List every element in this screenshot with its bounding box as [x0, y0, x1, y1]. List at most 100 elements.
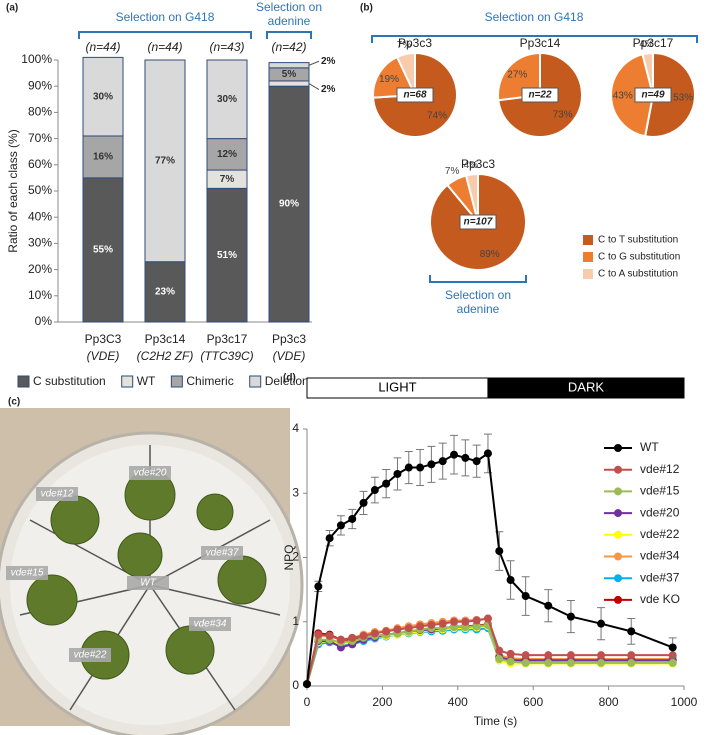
category-label: Pp3c17 — [207, 332, 248, 346]
legend-label: vde#37 — [640, 570, 680, 584]
data-point — [427, 460, 436, 469]
data-point — [472, 622, 481, 631]
pie-title: Pp3c17 — [633, 36, 674, 50]
data-point — [393, 625, 402, 634]
data-point — [404, 463, 413, 472]
legend-marker — [614, 465, 622, 474]
moss-colonies — [26, 469, 267, 680]
data-point — [438, 619, 447, 628]
photo-label-box — [6, 566, 48, 580]
y-tick-label: 1 — [292, 614, 299, 628]
category-note: (VDE) — [87, 349, 120, 363]
legend-swatch — [170, 375, 183, 388]
category-note: (C2H2 ZF) — [137, 349, 194, 363]
data-point — [303, 680, 311, 689]
group-label: Selection on G418 — [116, 10, 215, 24]
data-point — [566, 651, 575, 660]
value-label: 2% — [321, 84, 336, 95]
x-tick-label: 1000 — [671, 695, 698, 709]
y-tick-label: 20% — [28, 262, 52, 276]
data-point — [483, 614, 492, 623]
legend-swatch — [583, 235, 593, 245]
leader-line — [308, 83, 320, 91]
bracket — [78, 31, 252, 39]
panel-label: (a) — [6, 3, 18, 14]
y-tick-label: 40% — [28, 209, 52, 223]
y-tick-label: 0 — [292, 678, 299, 692]
legend-label: Chimeric — [186, 374, 233, 388]
legend-label: C substitution — [33, 374, 106, 388]
photo-label: vde#20 — [134, 468, 167, 479]
bar-segment — [82, 177, 124, 323]
x-tick-label: 200 — [372, 695, 392, 709]
value-label: 51% — [217, 250, 237, 261]
legend-marker — [614, 595, 622, 604]
n-label: n=22 — [528, 90, 552, 101]
phase-bar — [487, 377, 685, 399]
data-point — [495, 655, 504, 664]
legend-label: WT — [137, 374, 156, 388]
value-label: 73% — [553, 110, 573, 121]
n-label-box — [521, 87, 559, 103]
legend-swatch — [583, 252, 593, 262]
n-label-box — [634, 87, 672, 103]
value-label: 7% — [397, 40, 412, 51]
data-point — [314, 630, 323, 639]
x-tick-label: 800 — [599, 695, 619, 709]
value-label: 30% — [217, 94, 237, 105]
y-tick-label: 50% — [28, 183, 52, 197]
n-label: (n=43) — [209, 40, 244, 54]
value-label: 53% — [673, 92, 693, 103]
data-point — [336, 521, 345, 530]
value-label: 4% — [464, 160, 479, 171]
data-point — [427, 620, 436, 629]
category-label: Pp3C3 — [85, 332, 122, 346]
n-label: n=107 — [464, 217, 493, 228]
pie-slice — [641, 51, 654, 96]
y-tick-label: 0% — [35, 314, 53, 328]
data-point — [450, 617, 459, 626]
panel-label: (d) — [283, 373, 296, 384]
x-tick-label: 400 — [448, 695, 468, 709]
data-point — [472, 457, 481, 466]
photo-label: vde#22 — [74, 650, 107, 661]
bar-segment — [144, 59, 186, 263]
data-point — [461, 617, 470, 626]
bar-segment — [206, 187, 248, 323]
n-label-box — [396, 87, 434, 103]
data-point — [416, 622, 425, 631]
group-label: Selection on G418 — [485, 10, 584, 24]
value-label: 30% — [93, 91, 113, 102]
photo-label-box — [189, 617, 231, 631]
data-point — [348, 633, 357, 642]
data-point — [566, 658, 575, 667]
legend-label: Deletion — [265, 374, 309, 388]
photo-label: WT — [140, 578, 156, 589]
data-point — [382, 627, 391, 636]
y-axis-label: NPQ — [282, 544, 296, 570]
data-point — [314, 582, 323, 591]
data-point — [521, 592, 530, 601]
bar-segment — [268, 62, 310, 69]
y-axis-label: Ratio of each class (%) — [6, 129, 20, 252]
bracket — [371, 35, 698, 43]
bar-segment — [82, 56, 124, 137]
photo-label-box — [127, 576, 169, 590]
pie-slice — [610, 53, 655, 138]
data-point — [325, 534, 334, 543]
y-tick-label: 4 — [292, 421, 299, 435]
pie-title: Pp3c14 — [520, 36, 561, 50]
x-tick-label: 0 — [304, 695, 311, 709]
y-tick-label: 2 — [292, 550, 299, 564]
data-point — [359, 498, 368, 507]
y-tick-label: 10% — [28, 288, 52, 302]
data-point — [495, 646, 504, 655]
data-point — [668, 643, 677, 652]
value-label: 55% — [93, 245, 113, 256]
value-label: 7% — [220, 174, 235, 185]
data-point — [544, 651, 553, 660]
data-point — [544, 658, 553, 667]
data-point — [416, 463, 425, 472]
data-point — [359, 631, 368, 640]
